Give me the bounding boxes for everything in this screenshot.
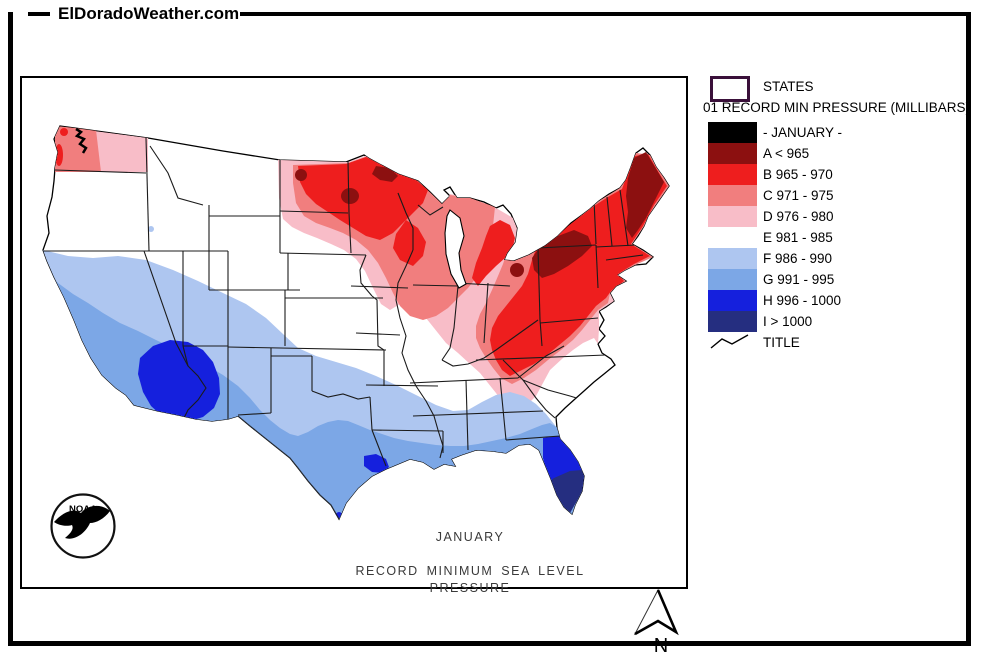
- page-title: ElDoradoWeather.com: [58, 4, 240, 23]
- noaa-logo: NOAA: [50, 493, 116, 559]
- legend-swatch-a: [708, 143, 757, 164]
- legend-swatch-b: [708, 164, 757, 185]
- title-line-icon: [710, 334, 749, 349]
- legend-label-b: B 965 - 970: [763, 167, 833, 182]
- legend-label-c: C 971 - 975: [763, 188, 834, 203]
- lake-michigan: [444, 209, 467, 289]
- noaa-logo-text: NOAA: [69, 504, 97, 515]
- us-pressure-map: [42, 125, 670, 521]
- states-label: STATES: [763, 79, 814, 94]
- legend-row-a: A < 965: [708, 143, 978, 164]
- region-h-arizona: [138, 340, 220, 421]
- state-borders: [43, 137, 644, 519]
- legend-row-h: H 996 - 1000: [708, 290, 978, 311]
- legend-swatch-c: [708, 185, 757, 206]
- legend-row-g: G 991 - 995: [708, 269, 978, 290]
- legend-swatch-january: [708, 122, 757, 143]
- noaa-bird-icon: [54, 505, 110, 539]
- region-a-north-dakota: [295, 169, 307, 181]
- legend-label-title: TITLE: [763, 335, 800, 350]
- legend-swatch-e: [708, 227, 757, 248]
- legend-row-e: E 981 - 985: [708, 227, 978, 248]
- region-b-michigan: [472, 220, 515, 286]
- legend-row-title: TITLE: [708, 332, 978, 353]
- outer-border-bottom: [8, 641, 971, 646]
- outer-border-top: [28, 12, 969, 16]
- region-c-washington: [55, 126, 101, 172]
- legend-swatch-i: [708, 311, 757, 332]
- page-title-background: [50, 1, 240, 28]
- legend-title: 01 RECORD MIN PRESSURE (MILLIBARS): [703, 100, 971, 115]
- north-arrow: N: [633, 588, 679, 657]
- legend-row-d: D 976 - 980: [708, 206, 978, 227]
- caption-line1: JANUARY: [435, 530, 505, 544]
- legend-swatch-g: [708, 269, 757, 290]
- region-i-south-florida: [538, 470, 586, 513]
- region-f-montana-dot: [148, 226, 154, 232]
- legend-label-f: F 986 - 990: [763, 251, 833, 266]
- puget-sound: [74, 127, 88, 154]
- region-a-ohio: [510, 263, 524, 277]
- legend-label-d: D 976 - 980: [763, 209, 834, 224]
- caption-line2: RECORD MINIMUM SEA LEVEL PRESSURE: [355, 564, 585, 595]
- legend-label-e: E 981 - 985: [763, 230, 833, 245]
- legend-row-f: F 986 - 990: [708, 248, 978, 269]
- outer-border-left: [8, 12, 13, 646]
- legend-label-i: I > 1000: [763, 314, 813, 329]
- legend-label-january: - JANUARY -: [763, 125, 843, 140]
- legend-label-a: A < 965: [763, 146, 810, 161]
- north-arrow-label: N: [654, 635, 668, 657]
- region-a-minnesota-west: [341, 188, 359, 204]
- legend-label-g: G 991 - 995: [763, 272, 835, 287]
- map-caption: JANUARY RECORD MINIMUM SEA LEVEL PRESSUR…: [330, 512, 610, 614]
- outer-border-right: [966, 12, 971, 646]
- region-b-washington-tip: [60, 128, 68, 136]
- region-a-maine: [626, 152, 664, 238]
- legend-swatch-f: [708, 248, 757, 269]
- legend-row-i: I > 1000: [708, 311, 978, 332]
- region-b-wisconsin: [393, 220, 426, 266]
- legend-row-c: C 971 - 975: [708, 185, 978, 206]
- states-swatch: [710, 76, 750, 102]
- legend-row-january: - JANUARY -: [708, 122, 978, 143]
- legend-swatch-d: [708, 206, 757, 227]
- legend-label-h: H 996 - 1000: [763, 293, 842, 308]
- legend-swatch-h: [708, 290, 757, 311]
- legend-row-b: B 965 - 970: [708, 164, 978, 185]
